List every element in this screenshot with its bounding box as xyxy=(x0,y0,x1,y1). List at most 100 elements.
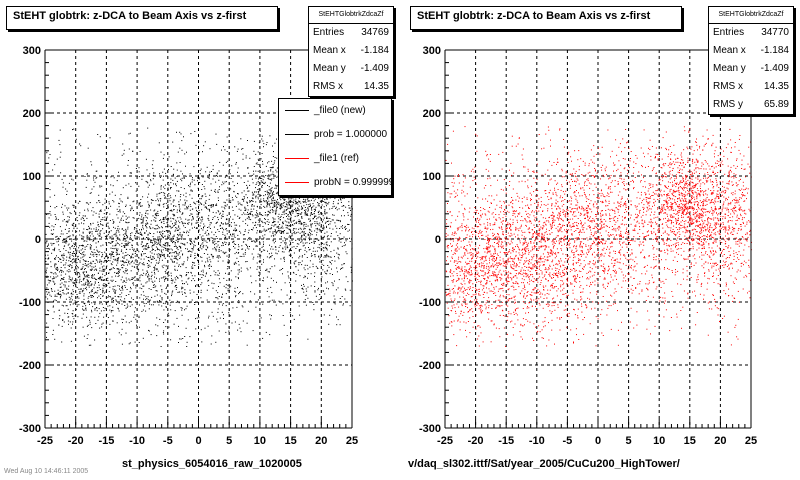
scatter-point xyxy=(252,258,254,260)
scatter-point xyxy=(58,260,59,262)
scatter-point xyxy=(89,202,91,204)
scatter-point xyxy=(267,228,269,230)
scatter-point xyxy=(345,228,347,229)
scatter-point xyxy=(46,322,48,324)
scatter-point xyxy=(293,223,295,225)
scatter-point xyxy=(88,227,90,229)
scatter-point xyxy=(89,231,91,233)
scatter-point xyxy=(175,288,177,290)
scatter-point xyxy=(172,280,174,282)
scatter-point xyxy=(262,280,264,281)
scatter-point xyxy=(100,297,102,299)
scatter-point xyxy=(179,228,181,230)
scatter-point xyxy=(151,304,153,306)
scatter-point xyxy=(267,170,269,172)
scatter-point xyxy=(283,230,285,232)
scatter-point xyxy=(222,223,224,225)
scatter-point xyxy=(207,259,209,261)
scatter-point xyxy=(287,271,289,273)
scatter-point xyxy=(157,247,158,249)
scatter-point xyxy=(142,269,144,271)
scatter-point xyxy=(121,328,123,330)
scatter-point xyxy=(320,273,322,275)
scatter-point xyxy=(152,160,154,162)
scatter-point xyxy=(56,235,58,237)
scatter-point xyxy=(264,212,266,213)
scatter-point xyxy=(153,233,155,235)
scatter-point xyxy=(77,202,79,204)
scatter-point xyxy=(78,223,80,225)
scatter-point xyxy=(176,269,178,271)
scatter-point xyxy=(176,190,178,192)
scatter-point xyxy=(315,225,317,227)
scatter-point xyxy=(314,256,316,258)
scatter-point xyxy=(322,197,324,199)
scatter-point xyxy=(163,246,165,248)
scatter-point xyxy=(277,226,279,228)
scatter-point xyxy=(230,225,232,227)
scatter-point xyxy=(242,241,244,243)
scatter-point xyxy=(61,341,63,343)
scatter-point xyxy=(96,230,98,232)
scatter-point xyxy=(244,213,246,215)
scatter-point xyxy=(327,255,329,257)
scatter-point xyxy=(137,244,139,246)
scatter-point xyxy=(309,215,311,217)
scatter-point xyxy=(148,329,149,331)
scatter-point xyxy=(218,211,220,213)
scatter-point xyxy=(253,208,255,210)
scatter-point xyxy=(256,216,258,218)
scatter-point xyxy=(109,193,111,195)
scatter-point xyxy=(269,211,271,213)
scatter-point xyxy=(250,275,252,277)
scatter-point xyxy=(280,269,282,270)
scatter-point xyxy=(162,171,164,173)
scatter-point xyxy=(302,242,304,244)
scatter-point xyxy=(314,195,315,197)
scatter-point xyxy=(93,269,95,271)
scatter-point xyxy=(165,216,167,218)
scatter-point xyxy=(296,215,298,217)
scatter-point xyxy=(170,248,172,250)
scatter-point xyxy=(192,177,193,179)
scatter-point xyxy=(307,277,308,279)
scatter-point xyxy=(180,242,182,244)
scatter-point xyxy=(222,213,224,215)
scatter-point xyxy=(158,261,160,263)
scatter-point xyxy=(248,237,249,239)
scatter-point xyxy=(181,234,183,236)
scatter-point xyxy=(259,257,261,259)
scatter-point xyxy=(171,282,173,284)
scatter-point xyxy=(261,135,263,137)
scatter-point xyxy=(100,219,102,221)
scatter-point xyxy=(311,242,313,243)
scatter-point xyxy=(301,255,303,257)
scatter-point xyxy=(162,267,164,269)
scatter-point xyxy=(46,336,47,338)
scatter-point xyxy=(160,186,162,188)
scatter-point xyxy=(225,305,227,307)
scatter-point xyxy=(120,200,122,202)
scatter-point xyxy=(73,226,75,228)
scatter-point xyxy=(181,314,183,316)
scatter-point xyxy=(54,283,55,285)
scatter-point xyxy=(62,289,64,291)
scatter-point xyxy=(268,221,270,223)
scatter-point xyxy=(149,300,151,302)
scatter-point xyxy=(300,228,302,230)
scatter-point xyxy=(279,219,281,220)
scatter-point xyxy=(62,278,64,280)
scatter-point xyxy=(156,231,158,233)
scatter-point xyxy=(114,233,116,235)
scatter-point xyxy=(73,285,74,287)
scatter-point xyxy=(301,284,302,286)
scatter-point xyxy=(228,257,230,258)
scatter-point xyxy=(190,190,192,192)
scatter-point xyxy=(165,306,167,307)
scatter-point xyxy=(311,255,313,257)
scatter-point xyxy=(151,239,153,241)
scatter-point xyxy=(169,304,171,306)
scatter-point xyxy=(276,157,278,159)
scatter-point xyxy=(237,261,239,262)
scatter-point xyxy=(123,153,125,155)
